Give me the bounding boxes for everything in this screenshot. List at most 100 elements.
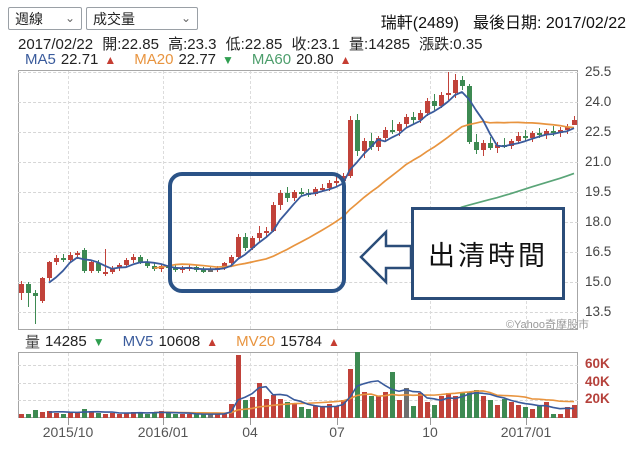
candle <box>138 257 143 262</box>
volume-bar <box>124 412 129 418</box>
period-dropdown-value: 週線 <box>15 10 43 27</box>
triangle-up-icon: ▲ <box>339 52 352 67</box>
candle <box>110 268 115 272</box>
candle <box>460 80 465 86</box>
candle <box>26 284 31 293</box>
volume-bar <box>334 405 339 418</box>
volume-bar <box>278 398 283 418</box>
volume-bar <box>47 410 52 418</box>
time-gridline <box>430 353 431 417</box>
price-axis-label: 19.5 <box>585 184 612 199</box>
volume-gridline <box>18 382 578 384</box>
volume-bar <box>495 404 500 418</box>
candle <box>376 138 381 147</box>
candle <box>397 124 402 131</box>
volume-bar <box>376 396 381 418</box>
volume-bar <box>257 382 262 418</box>
ma20-label: MA20 <box>134 51 174 68</box>
mv20-label: MV20 <box>236 333 276 350</box>
candle <box>411 117 416 120</box>
mv20-value: 15784 <box>280 333 322 350</box>
price-axis-label: 22.5 <box>585 124 612 139</box>
volume-bar <box>474 389 479 418</box>
volume-gridline <box>18 365 578 367</box>
candle <box>544 131 549 135</box>
volume-indicator-row: 量 14285 ▼ MV5 10608 ▲ MV20 15784 ▲ <box>25 331 358 352</box>
quote-line: 2017/02/22 開:22.85 高:23.3 低:22.85 收:23.1… <box>18 36 483 53</box>
price-axis-label: 15.0 <box>585 274 612 289</box>
candle <box>152 266 157 269</box>
volume-bar <box>208 413 213 418</box>
x-axis-label: 10 <box>422 424 438 440</box>
candle <box>530 133 535 138</box>
volume-bar <box>537 404 542 418</box>
volume-bar <box>348 368 353 418</box>
triangle-up-icon: ▲ <box>327 334 340 349</box>
watermark: ©Yahoo奇摩股市 <box>505 319 589 331</box>
price-axis-label: 16.5 <box>585 244 612 259</box>
price-axis-label: 24.0 <box>585 94 612 109</box>
price-gridline <box>18 162 578 163</box>
volume-bar <box>96 412 101 418</box>
volume-bar <box>383 391 388 418</box>
volume-axis-label: 60K <box>585 356 610 372</box>
candle <box>47 262 52 278</box>
x-axis-label: 2016/01 <box>137 424 189 440</box>
ma5-label: MA5 <box>25 51 56 68</box>
volume-bar <box>292 403 297 418</box>
candle <box>488 143 493 148</box>
time-gridline <box>68 353 69 417</box>
volume-bar <box>397 400 402 418</box>
triangle-up-icon: ▲ <box>206 334 219 349</box>
volume-bar <box>19 414 24 418</box>
volume-bar <box>82 409 87 418</box>
volume-bar <box>159 410 164 418</box>
volume-bar <box>509 402 514 418</box>
chart-title: 瑞軒(2489) 最後日期: 2017/02/22 <box>367 9 626 33</box>
candle <box>89 262 94 271</box>
candle <box>481 143 486 150</box>
volume-bar <box>89 411 94 418</box>
candle <box>54 258 59 262</box>
volume-bar <box>250 396 255 418</box>
left-arrow-annotation <box>359 228 413 286</box>
price-gridline <box>18 132 578 133</box>
candle <box>131 257 136 260</box>
x-axis-tick <box>337 418 338 425</box>
volume-bar <box>110 412 115 418</box>
volume-bar <box>404 388 409 418</box>
volume-bar <box>481 396 486 418</box>
volume-bar <box>551 413 556 418</box>
volume-bar <box>229 403 234 418</box>
volume-gridline <box>18 400 578 402</box>
candle <box>453 80 458 93</box>
time-gridline <box>163 71 164 329</box>
last-date: 最後日期: 2017/02/22 <box>473 15 626 32</box>
volume-bar <box>544 402 549 418</box>
x-axis-label: 04 <box>242 424 258 440</box>
volume-bar <box>145 413 150 418</box>
indicator-dropdown[interactable]: 成交量 ⌄ <box>86 7 198 30</box>
candle <box>446 93 451 95</box>
candle <box>558 130 563 133</box>
candle <box>383 130 388 138</box>
volume-bar <box>264 398 269 418</box>
candle <box>432 101 437 106</box>
candle <box>425 101 430 113</box>
candle <box>124 260 129 265</box>
volume-bar <box>523 407 528 418</box>
x-axis-tick <box>430 418 431 425</box>
volume-bar <box>166 412 171 418</box>
candle <box>348 120 353 176</box>
volume-bar <box>173 413 178 418</box>
volume-bar <box>243 400 248 418</box>
time-gridline <box>68 71 69 329</box>
volume-bar <box>418 393 423 418</box>
period-dropdown[interactable]: 週線 ⌄ <box>8 7 82 30</box>
chevron-down-icon: ⌄ <box>180 10 191 25</box>
candle <box>369 141 374 147</box>
volume-bar <box>390 372 395 418</box>
candle <box>572 120 577 125</box>
candle <box>509 141 514 146</box>
